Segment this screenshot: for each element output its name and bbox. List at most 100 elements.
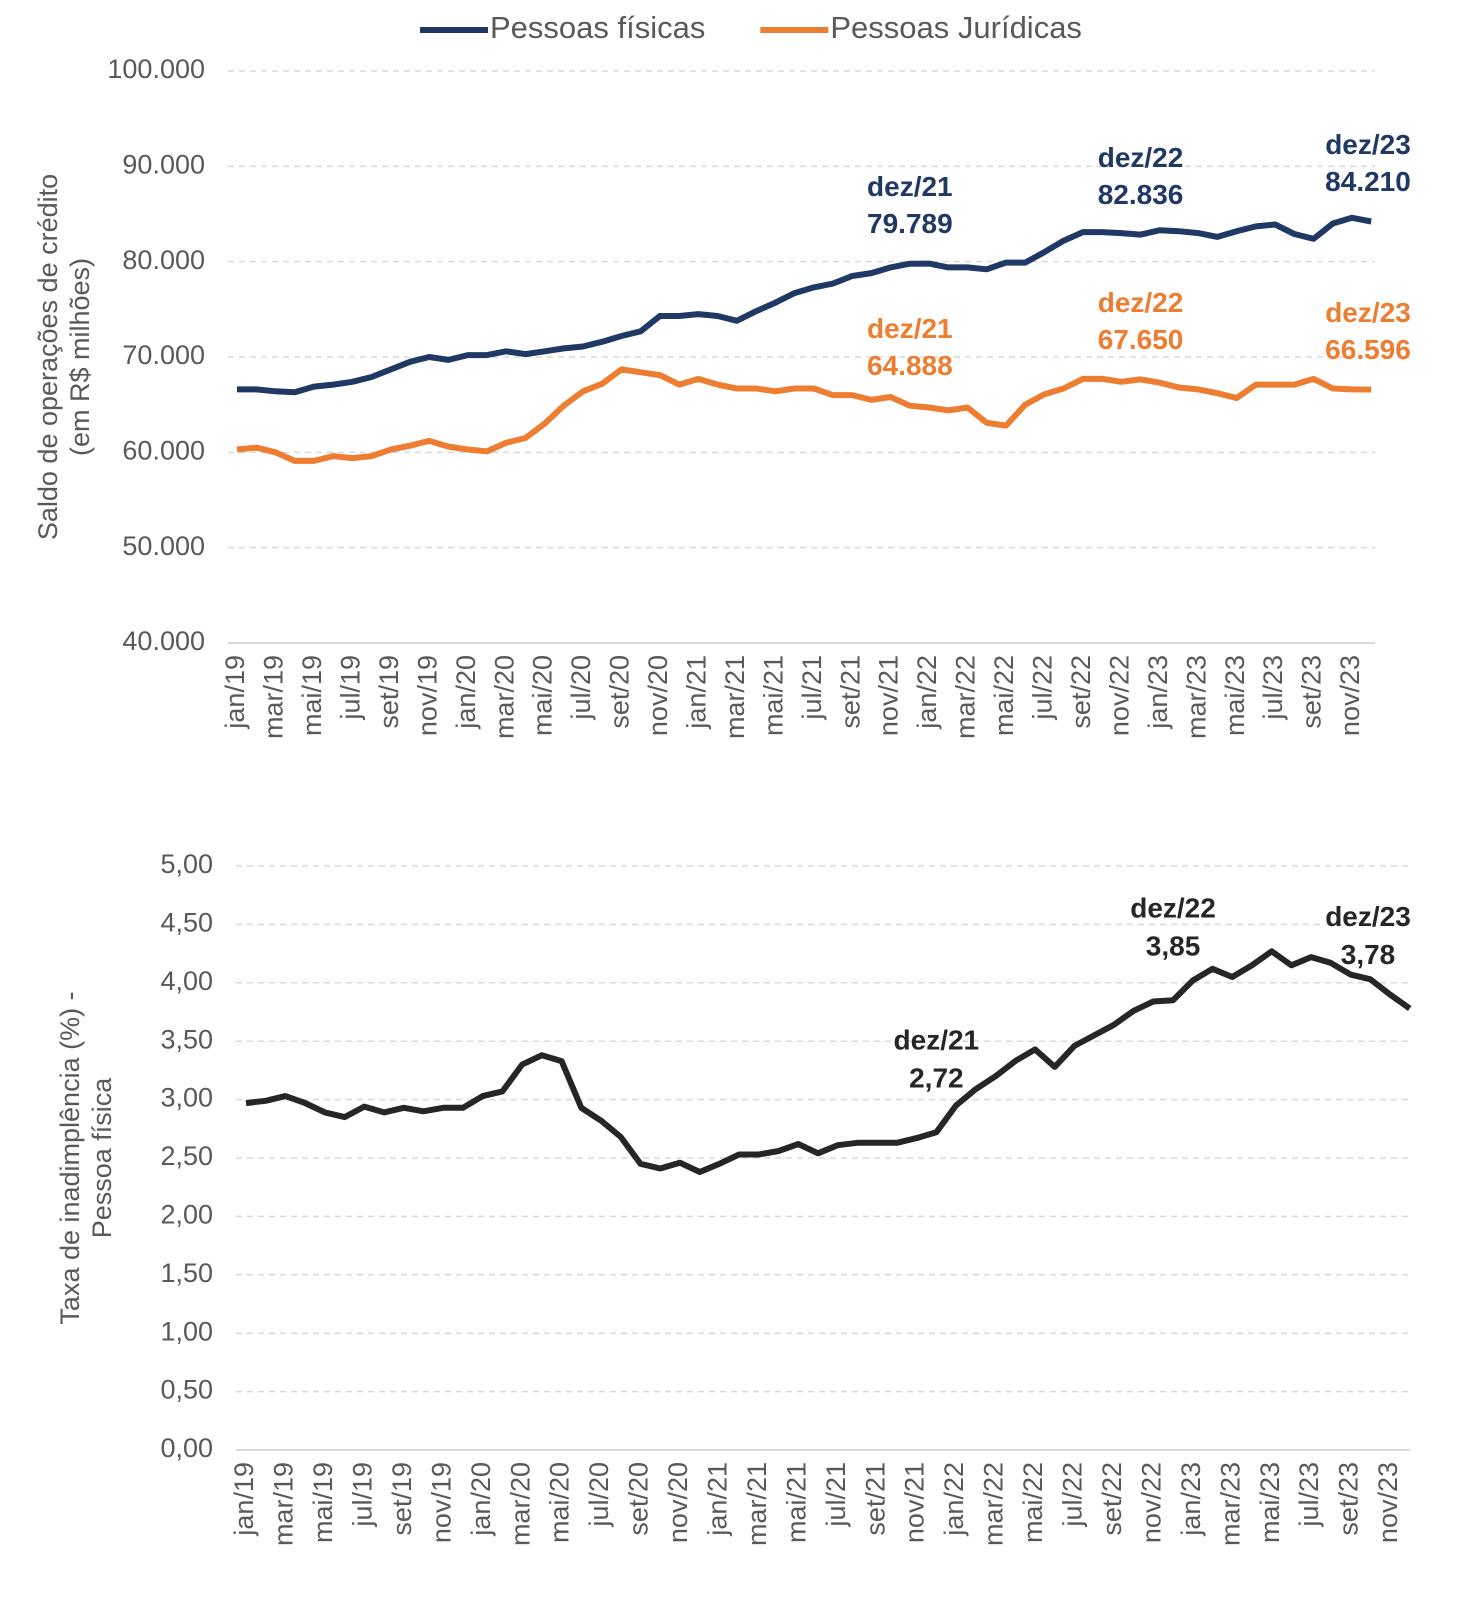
y-tick-label: 0,00	[160, 1433, 213, 1463]
y-tick-label: 70.000	[122, 340, 205, 370]
x-tick-label: jul/22	[1058, 1462, 1088, 1528]
y-tick-label: 40.000	[122, 626, 205, 656]
annotation-date: dez/22	[1098, 142, 1184, 173]
legend-label: Pessoas Jurídicas	[830, 10, 1082, 45]
y-tick-label: 5,00	[160, 849, 213, 879]
x-tick-label: jul/22	[1028, 655, 1058, 721]
legend: Pessoas físicas Pessoas Jurídicas	[420, 10, 1082, 45]
y-tick-label: 4,00	[160, 966, 213, 996]
x-tick-label: set/23	[1334, 1462, 1364, 1536]
x-tick-label: mai/20	[545, 1462, 575, 1543]
x-tick-label: jul/23	[1258, 655, 1288, 721]
x-tick-label: mar/22	[979, 1462, 1009, 1546]
x-tick-label: jan/20	[466, 1462, 496, 1537]
x-tick-label: mai/22	[989, 655, 1019, 736]
annotation-date: dez/23	[1325, 129, 1411, 160]
x-tick-label: jan/19	[220, 655, 250, 730]
x-tick-label: set/21	[835, 655, 865, 729]
x-tick-label: nov/23	[1335, 655, 1365, 736]
x-tick-label: jan/20	[451, 655, 481, 730]
y-tick-label: 3,50	[160, 1024, 213, 1054]
y-tick-label: 2,00	[160, 1200, 213, 1230]
y-tick-label: 1,00	[160, 1316, 213, 1346]
x-tick-label: set/22	[1066, 655, 1096, 729]
data-label: 84.210	[1325, 166, 1411, 197]
y-tick-label: 100.000	[107, 54, 205, 84]
y-tick-label: 60.000	[122, 435, 205, 465]
x-tick-label: mar/21	[742, 1462, 772, 1546]
x-tick-label: mai/22	[1018, 1462, 1048, 1543]
data-label: 3,78	[1341, 939, 1396, 970]
y-tick-label: 0,50	[160, 1375, 213, 1405]
annotation-date: dez/22	[1098, 287, 1184, 318]
x-tick-label: mai/21	[758, 655, 788, 736]
x-tick-label: mai/19	[297, 655, 327, 736]
x-tick-label: jul/23	[1294, 1462, 1324, 1528]
x-tick-label: set/19	[387, 1462, 417, 1536]
x-tick-label: jul/21	[797, 655, 827, 721]
data-label: 2,72	[909, 1063, 964, 1094]
line	[245, 948, 1412, 1175]
x-tick-label: mai/23	[1220, 655, 1250, 736]
x-tick-label: jul/21	[821, 1462, 851, 1528]
x-tick-label: nov/22	[1136, 1462, 1166, 1543]
x-tick-label: set/22	[1097, 1462, 1127, 1536]
y-tick-label: 1,50	[160, 1258, 213, 1288]
y-axis-title: Saldo de operações de crédito	[33, 174, 63, 540]
x-tick-label: jul/20	[566, 655, 596, 721]
y-tick-label: 90.000	[122, 149, 205, 179]
data-label: 3,85	[1146, 931, 1201, 962]
x-tick-label: nov/22	[1104, 655, 1134, 736]
x-tick-label: mar/21	[720, 655, 750, 739]
y-axis-title: Taxa de inadimplência (%) -	[55, 991, 85, 1324]
annotation-date: dez/23	[1325, 901, 1411, 932]
annotation-date: dez/23	[1325, 297, 1411, 328]
legend-label: Pessoas físicas	[490, 10, 705, 45]
x-tick-label: mar/22	[951, 655, 981, 739]
x-tick-label: jan/21	[703, 1462, 733, 1537]
y-axis-title: (em R$ milhões)	[65, 258, 95, 456]
data-label: 67.650	[1098, 324, 1184, 355]
y-tick-label: 80.000	[122, 245, 205, 275]
x-tick-label: jan/23	[1176, 1462, 1206, 1537]
annotation-date: dez/21	[894, 1025, 980, 1056]
x-tick-label: nov/19	[426, 1462, 456, 1543]
x-tick-label: jul/19	[347, 1462, 377, 1528]
y-tick-label: 3,00	[160, 1083, 213, 1113]
x-tick-label: mai/20	[528, 655, 558, 736]
y-tick-label: 50.000	[122, 531, 205, 561]
data-label: 66.596	[1325, 334, 1411, 365]
annotation-date: dez/21	[867, 171, 953, 202]
y-tick-label: 4,50	[160, 908, 213, 938]
x-tick-label: nov/21	[874, 655, 904, 736]
x-tick-label: jan/22	[912, 655, 942, 730]
x-tick-label: jul/19	[335, 655, 365, 721]
x-tick-label: mar/23	[1181, 655, 1211, 739]
x-tick-label: mar/19	[259, 655, 289, 739]
x-tick-label: set/20	[605, 655, 635, 729]
x-tick-label: nov/21	[900, 1462, 930, 1543]
line	[236, 366, 1372, 464]
annotation-date: dez/22	[1130, 893, 1216, 924]
x-tick-label: set/20	[624, 1462, 654, 1536]
x-tick-label: nov/20	[663, 1462, 693, 1543]
data-label: 79.789	[867, 208, 953, 239]
x-tick-label: jul/20	[584, 1462, 614, 1528]
x-tick-label: jan/22	[939, 1462, 969, 1537]
x-tick-label: mai/19	[308, 1462, 338, 1543]
x-tick-label: jan/21	[682, 655, 712, 730]
x-tick-label: nov/23	[1373, 1462, 1403, 1543]
data-label: 82.836	[1098, 179, 1184, 210]
x-tick-label: set/19	[374, 655, 404, 729]
annotation-date: dez/21	[867, 313, 953, 344]
x-tick-label: set/23	[1297, 655, 1327, 729]
x-tick-label: mar/20	[489, 655, 519, 739]
data-label: 64.888	[867, 350, 953, 381]
y-tick-label: 2,50	[160, 1141, 213, 1171]
x-tick-label: mar/20	[505, 1462, 535, 1546]
y-axis-title: Pessoa física	[87, 1077, 117, 1239]
x-tick-label: jan/19	[229, 1462, 259, 1537]
x-tick-label: nov/19	[412, 655, 442, 736]
x-tick-label: mar/19	[269, 1462, 299, 1546]
